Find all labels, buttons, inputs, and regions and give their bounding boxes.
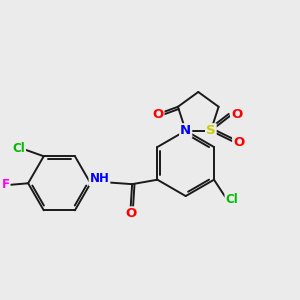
Text: O: O xyxy=(233,136,244,149)
Text: N: N xyxy=(180,124,191,137)
Text: O: O xyxy=(152,108,164,121)
Text: Cl: Cl xyxy=(226,194,238,206)
Text: O: O xyxy=(125,207,136,220)
Text: F: F xyxy=(2,178,10,191)
Text: O: O xyxy=(231,108,242,121)
Text: Cl: Cl xyxy=(12,142,25,155)
Text: S: S xyxy=(206,124,216,137)
Text: NH: NH xyxy=(89,172,110,185)
